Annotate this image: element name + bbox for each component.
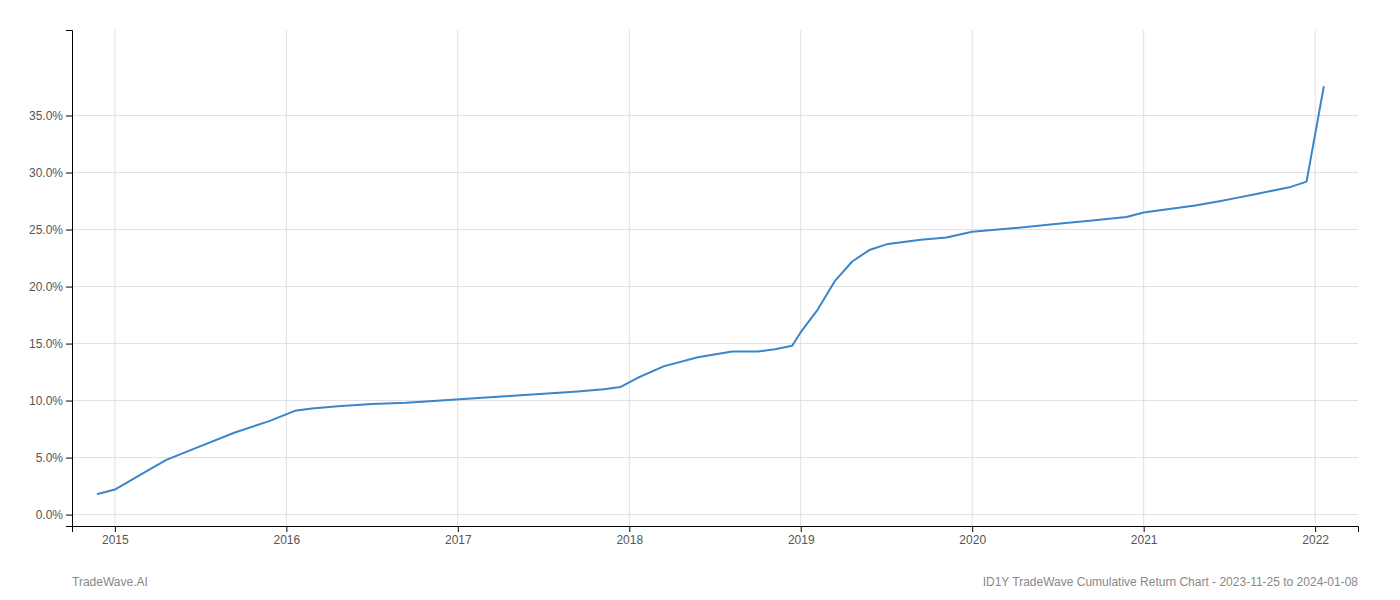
data-line <box>98 87 1324 494</box>
y-tick-label: 20.0% <box>29 280 63 294</box>
x-tick: 2017 <box>445 526 472 547</box>
y-tick-mark <box>66 515 72 516</box>
x-tick-mark <box>458 526 459 532</box>
chart-svg: 2015 2016 2017 2018 2019 2020 2021 2022 0.0% 5.0%… <box>0 0 1400 600</box>
y-tick: 0.0% <box>36 508 72 522</box>
y-tick-mark <box>66 287 72 288</box>
y-tick-mark <box>66 401 72 402</box>
y-tick-mark <box>66 116 72 117</box>
plot-area <box>98 87 1324 494</box>
x-tick-label: 2019 <box>788 533 815 547</box>
y-tick-mark <box>66 344 72 345</box>
x-tick-label: 2016 <box>273 533 300 547</box>
y-tick: 30.0% <box>29 166 72 180</box>
x-tick-mark <box>1315 526 1316 532</box>
y-tick-label: 10.0% <box>29 394 63 408</box>
grid-line-y <box>72 457 1358 458</box>
x-tick: 2016 <box>273 526 300 547</box>
x-tick-mark <box>801 526 802 532</box>
grid-line-y <box>72 115 1358 116</box>
x-tick: 2015 <box>102 526 129 547</box>
grid-line-y <box>72 514 1358 515</box>
x-tick-mark <box>629 526 630 532</box>
y-tick-label: 0.0% <box>36 508 64 522</box>
y-tick-label: 5.0% <box>36 451 64 465</box>
y-tick: 25.0% <box>29 223 72 237</box>
x-tick-label: 2018 <box>616 533 643 547</box>
grid-line-x <box>1315 30 1316 526</box>
y-tick: 20.0% <box>29 280 72 294</box>
x-tick: 2018 <box>616 526 643 547</box>
grid-line-y <box>72 229 1358 230</box>
y-tick-mark <box>66 173 72 174</box>
y-tick: 15.0% <box>29 337 72 351</box>
x-tick-label: 2015 <box>102 533 129 547</box>
y-axis: 0.0% 5.0% 10.0% 15.0% 20.0% 25.0% 30.0% 35.0% <box>29 31 73 527</box>
y-tick-label: 25.0% <box>29 223 63 237</box>
x-tick-label: 2020 <box>959 533 986 547</box>
x-tick-mark <box>286 526 287 532</box>
grid-line-x <box>800 30 801 526</box>
x-tick-label: 2017 <box>445 533 472 547</box>
grid-line-x <box>1143 30 1144 526</box>
grid-line-x <box>114 30 115 526</box>
grid <box>72 30 1358 526</box>
grid-line-x <box>972 30 973 526</box>
y-tick-mark <box>66 458 72 459</box>
grid-line-x <box>457 30 458 526</box>
x-tick-mark <box>115 526 116 532</box>
grid-line-y <box>72 286 1358 287</box>
footer-text: TradeWave.AI <box>72 575 148 589</box>
footer-text: ID1Y TradeWave Cumulative Return Chart -… <box>983 575 1359 589</box>
y-tick: 10.0% <box>29 394 72 408</box>
x-tick: 2020 <box>959 526 986 547</box>
x-tick-mark <box>1144 526 1145 532</box>
x-tick: 2021 <box>1131 526 1158 547</box>
y-tick-label: 30.0% <box>29 166 63 180</box>
grid-line-y <box>72 172 1358 173</box>
grid-line-x <box>629 30 630 526</box>
grid-line-y <box>72 400 1358 401</box>
y-tick: 35.0% <box>29 109 72 123</box>
x-axis: 2015 2016 2017 2018 2019 2020 2021 2022 <box>73 526 1359 547</box>
grid-line-x <box>286 30 287 526</box>
x-tick-mark <box>972 526 973 532</box>
x-tick-label: 2021 <box>1131 533 1158 547</box>
x-tick: 2022 <box>1302 526 1329 547</box>
y-tick: 5.0% <box>36 451 72 465</box>
y-tick-label: 35.0% <box>29 109 63 123</box>
x-axis-line <box>73 527 1359 533</box>
y-tick-mark <box>66 230 72 231</box>
grid-line-y <box>72 343 1358 344</box>
chart-container: 2015 2016 2017 2018 2019 2020 2021 2022 0.0% 5.0%… <box>0 0 1400 600</box>
x-tick: 2019 <box>788 526 815 547</box>
x-tick-label: 2022 <box>1302 533 1329 547</box>
y-tick-label: 15.0% <box>29 337 63 351</box>
y-axis-line <box>66 31 73 527</box>
